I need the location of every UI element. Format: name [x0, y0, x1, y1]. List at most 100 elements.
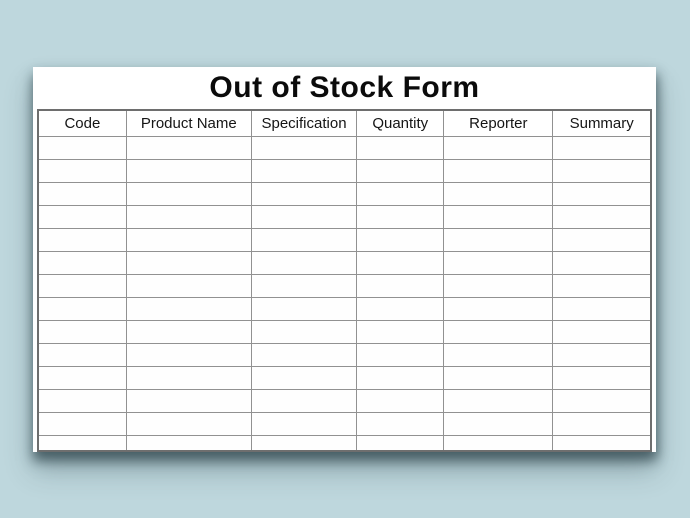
empty-cell-summary: [552, 205, 652, 229]
empty-cell-quantity: [356, 389, 445, 413]
empty-cell-specification: [250, 205, 358, 229]
empty-cell-product-name: [125, 159, 252, 183]
empty-cell-specification: [250, 136, 358, 160]
empty-cell-quantity: [356, 412, 445, 436]
empty-cell-code: [37, 159, 127, 183]
table-row: [37, 274, 652, 298]
table-row: [37, 320, 652, 344]
empty-cell-code: [37, 136, 127, 160]
empty-cell-summary: [552, 159, 652, 183]
empty-cell-specification: [250, 251, 358, 275]
table-row: [37, 389, 652, 413]
empty-cell-code: [37, 435, 127, 452]
table-row: [37, 435, 652, 452]
empty-cell-specification: [250, 228, 358, 252]
column-header-reporter: Reporter: [443, 109, 554, 137]
empty-cell-code: [37, 343, 127, 367]
empty-cell-quantity: [356, 366, 445, 390]
empty-cell-product-name: [125, 320, 252, 344]
empty-cell-code: [37, 274, 127, 298]
table-row: [37, 136, 652, 160]
empty-cell-summary: [552, 320, 652, 344]
empty-cell-code: [37, 412, 127, 436]
empty-cell-specification: [250, 297, 358, 321]
empty-cell-reporter: [443, 389, 554, 413]
empty-cell-specification: [250, 274, 358, 298]
empty-cell-product-name: [125, 274, 252, 298]
column-header-product-name: Product Name: [125, 109, 252, 137]
empty-cell-product-name: [125, 136, 252, 160]
empty-cell-quantity: [356, 297, 445, 321]
empty-cell-summary: [552, 412, 652, 436]
empty-cell-quantity: [356, 320, 445, 344]
empty-cell-reporter: [443, 274, 554, 298]
table-header: Code Product Name Specification Quantity…: [37, 109, 652, 137]
empty-cell-quantity: [356, 159, 445, 183]
column-header-code: Code: [37, 109, 127, 137]
empty-cell-code: [37, 205, 127, 229]
empty-cell-product-name: [125, 366, 252, 390]
empty-cell-reporter: [443, 412, 554, 436]
table-body: [37, 136, 652, 452]
empty-cell-specification: [250, 412, 358, 436]
empty-cell-summary: [552, 297, 652, 321]
empty-cell-reporter: [443, 159, 554, 183]
empty-cell-summary: [552, 228, 652, 252]
empty-cell-summary: [552, 251, 652, 275]
empty-cell-product-name: [125, 251, 252, 275]
empty-cell-reporter: [443, 366, 554, 390]
empty-cell-reporter: [443, 228, 554, 252]
empty-cell-code: [37, 389, 127, 413]
header-row: Code Product Name Specification Quantity…: [37, 109, 652, 137]
empty-cell-product-name: [125, 343, 252, 367]
empty-cell-reporter: [443, 205, 554, 229]
empty-cell-code: [37, 251, 127, 275]
table-row: [37, 412, 652, 436]
table-row: [37, 159, 652, 183]
table-row: [37, 251, 652, 275]
empty-cell-summary: [552, 343, 652, 367]
column-header-summary: Summary: [552, 109, 652, 137]
empty-cell-reporter: [443, 297, 554, 321]
empty-cell-quantity: [356, 136, 445, 160]
title-area: Out of Stock Form: [37, 67, 652, 109]
empty-cell-specification: [250, 182, 358, 206]
empty-cell-code: [37, 228, 127, 252]
empty-cell-summary: [552, 136, 652, 160]
empty-cell-reporter: [443, 251, 554, 275]
empty-cell-code: [37, 366, 127, 390]
empty-cell-reporter: [443, 182, 554, 206]
empty-cell-quantity: [356, 343, 445, 367]
table-row: [37, 343, 652, 367]
empty-cell-code: [37, 320, 127, 344]
form-card: Out of Stock Form Code Product Name Spec…: [33, 67, 656, 452]
empty-cell-quantity: [356, 274, 445, 298]
out-of-stock-table: Code Product Name Specification Quantity…: [37, 109, 652, 452]
table-row: [37, 205, 652, 229]
empty-cell-product-name: [125, 435, 252, 452]
empty-cell-product-name: [125, 297, 252, 321]
empty-cell-reporter: [443, 320, 554, 344]
empty-cell-specification: [250, 389, 358, 413]
empty-cell-reporter: [443, 343, 554, 367]
empty-cell-quantity: [356, 182, 445, 206]
table-row: [37, 182, 652, 206]
column-header-specification: Specification: [250, 109, 358, 137]
empty-cell-code: [37, 182, 127, 206]
empty-cell-product-name: [125, 412, 252, 436]
empty-cell-summary: [552, 182, 652, 206]
form-title: Out of Stock Form: [209, 71, 480, 104]
empty-cell-product-name: [125, 182, 252, 206]
empty-cell-summary: [552, 274, 652, 298]
empty-cell-code: [37, 297, 127, 321]
empty-cell-specification: [250, 343, 358, 367]
table-row: [37, 366, 652, 390]
empty-cell-summary: [552, 435, 652, 452]
empty-cell-product-name: [125, 389, 252, 413]
table-row: [37, 228, 652, 252]
empty-cell-reporter: [443, 435, 554, 452]
empty-cell-quantity: [356, 228, 445, 252]
empty-cell-product-name: [125, 205, 252, 229]
empty-cell-quantity: [356, 205, 445, 229]
